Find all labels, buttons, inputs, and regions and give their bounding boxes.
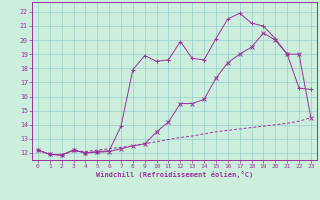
X-axis label: Windchill (Refroidissement éolien,°C): Windchill (Refroidissement éolien,°C): [96, 171, 253, 178]
